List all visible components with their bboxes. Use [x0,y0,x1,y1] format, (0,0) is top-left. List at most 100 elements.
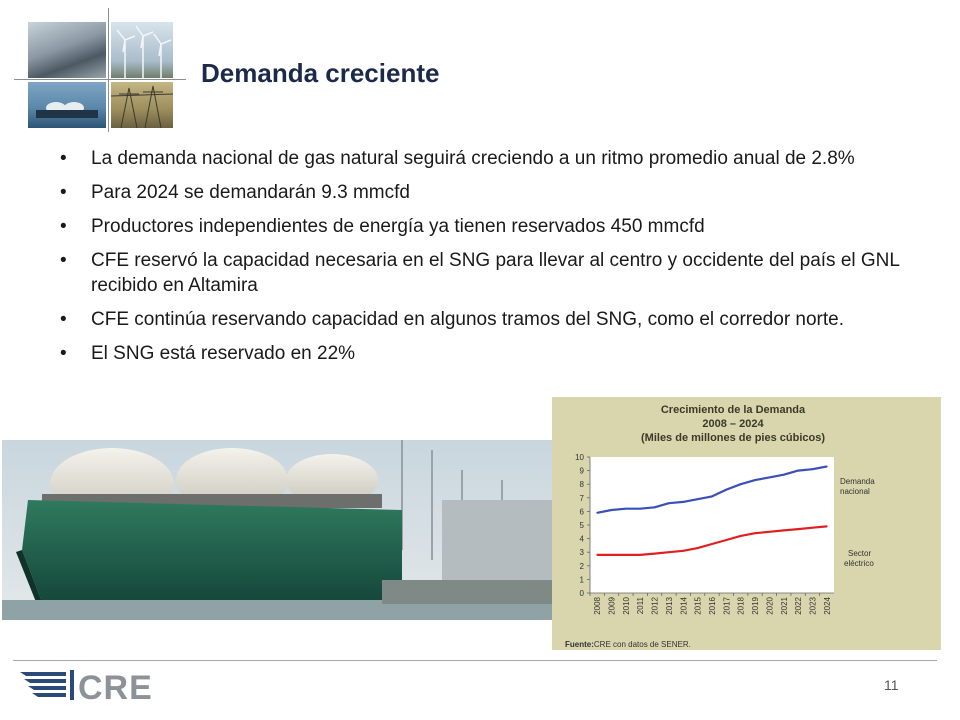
data-point-sector-electrico [596,554,599,556]
y-axis: 0 1 2 3 4 5 6 7 8 9 10 [575,453,591,598]
cre-logo-icon: CRE [20,669,153,707]
y-tick-label: 1 [580,575,585,584]
data-point-demanda-nacional [739,483,742,486]
chart-title: Crecimiento de la Demanda [661,404,806,416]
series-lines [596,465,828,556]
data-point-demanda-nacional [797,469,800,472]
data-point-demanda-nacional [711,495,713,498]
data-point-demanda-nacional [768,476,771,479]
page-number: 11 [884,677,899,693]
data-point-demanda-nacional [682,500,685,503]
x-tick-label: 2009 [608,596,617,614]
x-tick-label: 2016 [708,596,717,614]
bullet-item: La demanda nacional de gas natural segui… [58,146,938,171]
x-tick-label: 2008 [593,596,602,614]
x-tick-label: 2023 [808,596,817,614]
bullet-list: La demanda nacional de gas natural segui… [58,146,938,375]
bullet-item: Para 2024 se demandarán 9.3 mmcfd [58,180,938,205]
wind-turbine-icon [116,25,172,78]
bullet-item: Productores independientes de energía ya… [58,214,938,239]
data-point-demanda-nacional [668,502,670,505]
y-tick-label: 3 [580,548,585,557]
collage-photo-power-lines [110,82,174,129]
data-point-sector-electrico [782,529,785,532]
series-label-electrico-line1: Sector [848,549,871,558]
series-label-electrico-line2: eléctrico [844,559,874,568]
data-point-demanda-nacional [811,468,814,471]
data-point-demanda-nacional [596,511,599,514]
chart-source-text: CRE con datos de SENER. [594,640,691,649]
data-point-sector-electrico [725,539,728,541]
x-tick-label: 2022 [794,596,803,614]
collage-photo-plant [28,22,106,78]
data-point-sector-electrico [711,543,713,545]
data-point-sector-electrico [653,552,656,555]
chart-subtitle-years: 2008 – 2024 [702,418,764,430]
chart-subtitle-units: (Miles de millones de pies cúbicos) [641,432,825,444]
data-point-sector-electrico [797,528,800,530]
data-point-sector-electrico [811,526,814,529]
collage-divider-vertical [108,8,109,132]
data-point-sector-electrico [668,551,670,554]
data-point-sector-electrico [682,549,685,552]
y-tick-label: 7 [580,494,585,503]
x-tick-label: 2024 [823,596,832,614]
data-point-sector-electrico [754,532,756,535]
x-axis: 2008 2009 2010 2011 2012 2013 2014 2015 2016 2017… [589,592,834,615]
y-tick-label: 5 [580,521,585,530]
page-title: Demanda creciente [201,58,440,88]
data-point-demanda-nacional [696,498,699,501]
x-tick-label: 2013 [665,596,674,614]
demand-chart-panel: Crecimiento de la Demanda 2008 – 2024 (M… [552,397,941,650]
bullet-item: CFE reservó la capacidad necesaria en el… [58,248,938,298]
y-tick-label: 4 [580,535,585,544]
power-tower-icon [110,85,174,129]
y-tick-label: 10 [575,453,584,462]
collage-photo-wind-turbines [111,22,173,78]
series-label-demanda-line2: nacional [840,487,870,496]
data-point-sector-electrico [696,547,699,550]
chart-source-label: Fuente: [565,640,594,649]
collage-photo-lng-terminal [28,82,106,128]
lng-ship-photo [2,440,554,620]
chart-source: Fuente:CRE con datos de SENER. [565,640,691,649]
x-tick-label: 2014 [679,596,688,614]
y-tick-label: 2 [580,562,585,571]
demand-line-chart: Crecimiento de la Demanda 2008 – 2024 (M… [565,404,875,649]
data-point-demanda-nacional [825,465,828,468]
data-point-demanda-nacional [653,506,656,509]
data-point-demanda-nacional [610,509,613,511]
x-tick-label: 2020 [765,596,774,614]
data-point-demanda-nacional [754,479,756,482]
y-tick-label: 6 [580,507,585,516]
plot-area [590,457,834,593]
y-tick-label: 0 [580,589,585,598]
y-tick-label: 8 [580,480,585,489]
x-tick-label: 2012 [651,596,660,614]
bullet-item: CFE continúa reservando capacidad en alg… [58,307,938,332]
data-point-demanda-nacional [782,473,785,476]
collage-divider-horizontal [14,79,186,80]
x-tick-label: 2017 [722,596,731,614]
data-point-sector-electrico [739,534,742,537]
x-tick-label: 2018 [737,596,746,614]
header-photo-collage [14,8,186,132]
bullet-item: El SNG está reservado en 22% [58,341,938,366]
data-point-sector-electrico [768,530,771,533]
cre-logo: CRE [18,666,168,707]
series-label-demanda-line1: Demanda [840,477,875,486]
data-point-sector-electrico [610,554,613,556]
x-tick-label: 2010 [622,596,631,614]
cre-logo-text: CRE [78,669,153,706]
data-point-sector-electrico [825,525,828,528]
data-point-demanda-nacional [725,488,728,491]
x-tick-label: 2015 [694,596,703,614]
data-point-demanda-nacional [639,507,642,510]
x-tick-label: 2011 [636,596,645,614]
data-point-sector-electrico [624,554,627,556]
footer-divider [13,660,937,661]
x-tick-label: 2019 [751,596,760,614]
x-tick-label: 2021 [780,596,789,614]
y-tick-label: 9 [580,467,585,476]
data-point-demanda-nacional [624,507,627,510]
